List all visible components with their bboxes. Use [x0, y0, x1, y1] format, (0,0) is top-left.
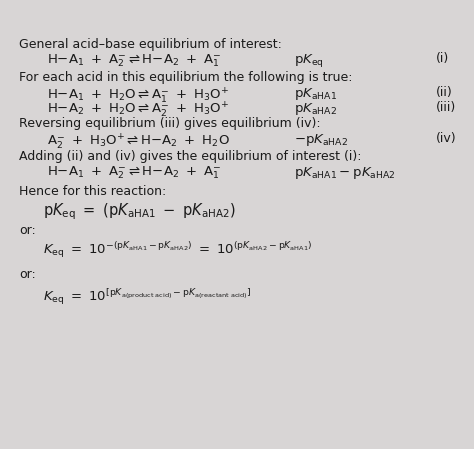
Text: $\mathrm{p}K_{\mathrm{aHA2}}$: $\mathrm{p}K_{\mathrm{aHA2}}$: [294, 101, 337, 117]
Text: Adding (ii) and (iv) gives the equilibrium of interest (i):: Adding (ii) and (iv) gives the equilibri…: [19, 150, 362, 163]
Text: $\mathrm{p}K_{\mathrm{aHA1}} - \mathrm{p}K_{\mathrm{aHA2}}$: $\mathrm{p}K_{\mathrm{aHA1}} - \mathrm{p…: [294, 165, 395, 181]
Text: (iv): (iv): [436, 132, 457, 145]
Text: $\mathrm{H{-}A_1 \ + \ H_2O \rightleftharpoons A_1^{-} \ + \ H_3O^{+}}$: $\mathrm{H{-}A_1 \ + \ H_2O \rightleftha…: [47, 86, 229, 105]
Text: General acid–base equilibrium of interest:: General acid–base equilibrium of interes…: [19, 38, 282, 51]
Text: (iii): (iii): [436, 101, 456, 114]
Text: $\mathrm{H{-}A_2 \ + \ H_2O \rightleftharpoons A_2^{-} \ + \ H_3O^{+}}$: $\mathrm{H{-}A_2 \ + \ H_2O \rightleftha…: [47, 101, 229, 119]
Text: $\mathrm{-p}K_{\mathrm{aHA2}}$: $\mathrm{-p}K_{\mathrm{aHA2}}$: [294, 132, 348, 148]
Text: $K_{\mathrm{eq}} \ = \ 10^{-(\mathrm{p}K_{\mathrm{aHA1}} - \mathrm{p}K_{\mathrm{: $K_{\mathrm{eq}} \ = \ 10^{-(\mathrm{p}K…: [43, 240, 312, 260]
Text: or:: or:: [19, 269, 36, 282]
Text: $\mathrm{p}K_{\mathrm{eq}} \ = \ (\mathrm{p}K_{\mathrm{aHA1}} \ - \ \mathrm{p}K_: $\mathrm{p}K_{\mathrm{eq}} \ = \ (\mathr…: [43, 201, 236, 222]
Text: $\mathrm{H{-}A_1 \ + \ A_2^{-} \rightleftharpoons H{-}A_2 \ + \ A_1^{-}}$: $\mathrm{H{-}A_1 \ + \ A_2^{-} \rightlef…: [47, 52, 222, 69]
Text: (i): (i): [436, 52, 449, 65]
Text: $\mathrm{p}K_{\mathrm{aHA1}}$: $\mathrm{p}K_{\mathrm{aHA1}}$: [294, 86, 337, 102]
Text: Reversing equilibrium (iii) gives equilibrium (iv):: Reversing equilibrium (iii) gives equili…: [19, 117, 320, 130]
Text: $\mathrm{A_2^{-} \ + \ H_3O^{+} \rightleftharpoons H{-}A_2 \ + \ H_2O}$: $\mathrm{A_2^{-} \ + \ H_3O^{+} \rightle…: [47, 132, 230, 151]
Text: or:: or:: [19, 224, 36, 237]
Text: $K_{\mathrm{eq}} \ = \ 10^{[\mathrm{p}K_{\mathrm{a(product\ acid)}} - \mathrm{p}: $K_{\mathrm{eq}} \ = \ 10^{[\mathrm{p}K_…: [43, 287, 251, 307]
Text: $\mathrm{p}K_{\mathrm{eq}}$: $\mathrm{p}K_{\mathrm{eq}}$: [294, 52, 324, 69]
Text: Hence for this reaction:: Hence for this reaction:: [19, 185, 166, 198]
Text: (ii): (ii): [436, 86, 453, 99]
Text: For each acid in this equilibrium the following is true:: For each acid in this equilibrium the fo…: [19, 71, 353, 84]
Text: $\mathrm{H{-}A_1 \ + \ A_2^{-} \rightleftharpoons H{-}A_2 \ + \ A_1^{-}}$: $\mathrm{H{-}A_1 \ + \ A_2^{-} \rightlef…: [47, 165, 222, 181]
